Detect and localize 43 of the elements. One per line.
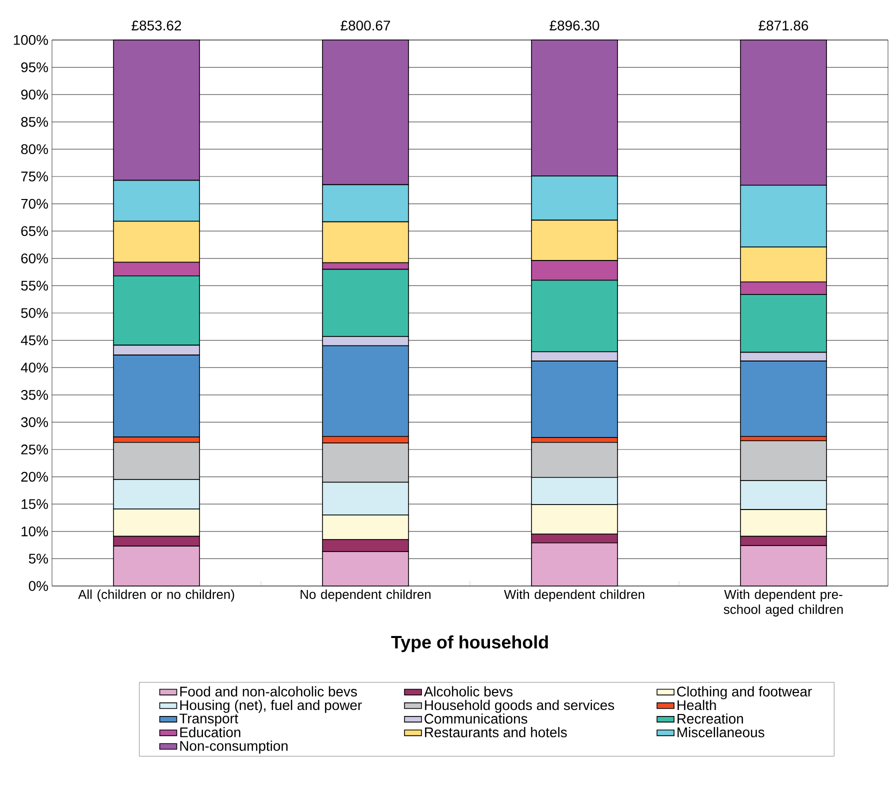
y-tick-label: 25% — [21, 444, 48, 454]
legend-label: Food and non-alcoholic bevs — [180, 686, 357, 697]
annotation: £871.86 — [758, 20, 808, 30]
y-tick-label: 85% — [21, 116, 48, 127]
y-tick-label: 65% — [21, 226, 48, 236]
annotation: £896.30 — [550, 20, 600, 30]
y-tick-label: 50% — [21, 308, 48, 318]
legend-label: Clothing and footwear — [677, 686, 812, 700]
legend-label: Recreation — [678, 713, 743, 724]
legend-label: Alcoholic bevs — [424, 686, 513, 697]
y-tick-label: 95% — [21, 62, 48, 72]
y-tick-label: 75% — [21, 172, 48, 182]
x-tick-label: With dependent children — [504, 590, 644, 602]
legend-label: Education — [180, 727, 240, 738]
y-tick-label: 70% — [21, 198, 48, 209]
legend-label: Transport — [179, 714, 238, 726]
x-tick-label: With dependent pre-school aged children — [724, 590, 843, 617]
legend-label: Miscellaneous — [678, 727, 764, 738]
y-tick-label: 55% — [21, 280, 48, 291]
y-tick-label: 10% — [22, 526, 48, 536]
legend-label: Restaurants and hotels — [425, 727, 567, 738]
x-tick-label: No dependent children — [300, 590, 431, 602]
y-tick-label: 15% — [22, 499, 48, 510]
annotation: £853.62 — [132, 20, 182, 30]
y-tick-label: 35% — [21, 390, 48, 400]
legend-label: Communications — [424, 713, 528, 724]
y-tick-label: 60% — [21, 253, 48, 264]
y-tick-label: 90% — [21, 90, 48, 100]
legend-label: Housing (net), fuel and power — [180, 700, 362, 713]
y-tick-label: 30% — [21, 417, 48, 428]
legend-label: Health — [678, 700, 716, 710]
y-tick-label: 5% — [28, 554, 48, 564]
legend-label: Non-consumption — [180, 740, 288, 754]
y-tick-label: 0% — [28, 581, 48, 591]
y-tick-label: 20% — [21, 472, 48, 482]
x-tick-label: All (children or no children) — [78, 590, 234, 602]
annotation: £800.67 — [340, 20, 390, 30]
y-tick-label: 80% — [21, 144, 48, 154]
y-tick-label: 40% — [20, 362, 48, 373]
y-tick-label: 100% — [14, 35, 48, 45]
legend-label: Household goods and services — [425, 700, 614, 713]
x-axis-title: Type of household — [391, 635, 548, 652]
y-tick-label: 45% — [20, 335, 48, 346]
